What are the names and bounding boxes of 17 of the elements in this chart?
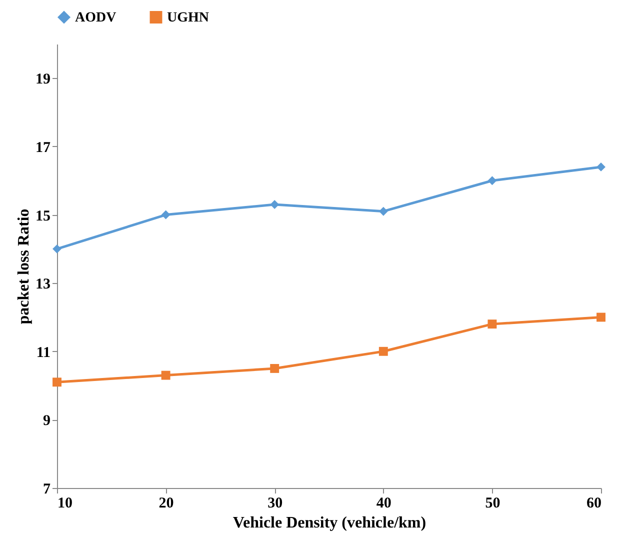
y-tick-label: 17: [36, 140, 51, 156]
y-tick-label: 15: [36, 208, 50, 224]
x-axis-title: Vehicle Density (vehicle/km): [232, 514, 426, 532]
legend-label: AODV: [75, 10, 116, 26]
y-tick-label: 9: [43, 413, 50, 430]
x-tick-label: 40: [376, 496, 392, 512]
y-axis-title: packet loss Ratio: [16, 208, 32, 324]
y-tick-label: 19: [36, 72, 50, 88]
x-tick-label: 30: [268, 496, 283, 512]
y-tick-label: 13: [36, 276, 50, 293]
x-tick-label: 50: [485, 496, 500, 512]
y-tick-label: 11: [36, 344, 50, 361]
x-tick-label: 20: [158, 496, 174, 512]
x-tick-label: 60: [586, 496, 602, 512]
legend-label: UGHN: [167, 10, 209, 26]
y-tick-label: 7: [43, 482, 51, 498]
x-tick-label: 10: [58, 496, 72, 512]
